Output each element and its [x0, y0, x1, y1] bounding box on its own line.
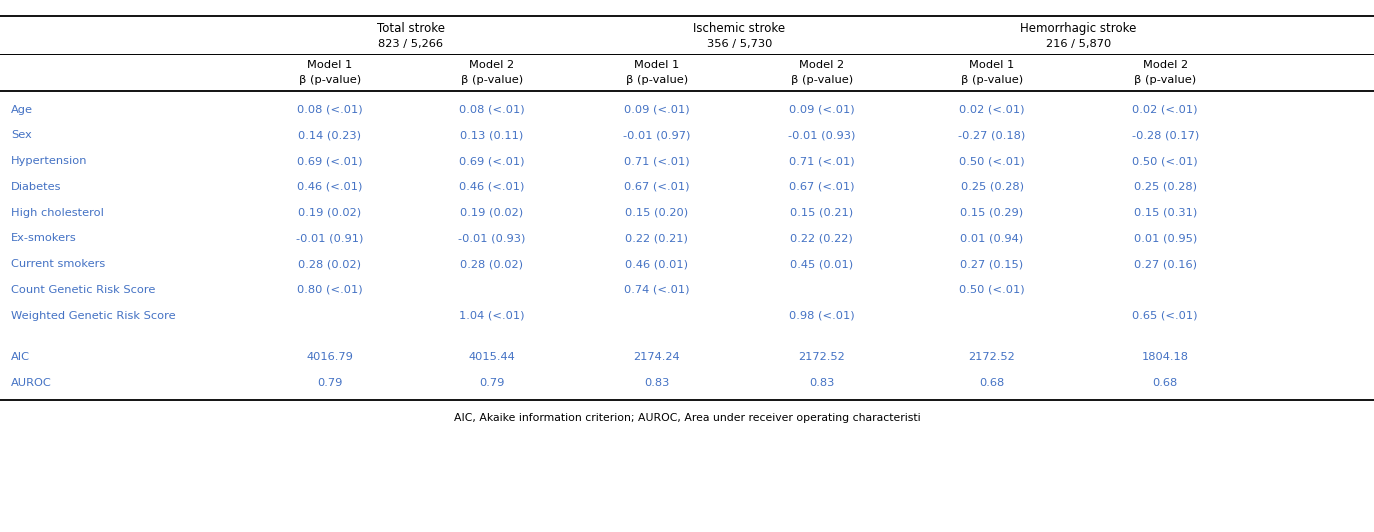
Text: 0.27 (0.15): 0.27 (0.15)	[960, 259, 1024, 269]
Text: 0.79: 0.79	[317, 378, 342, 388]
Text: 0.19 (0.02): 0.19 (0.02)	[298, 207, 361, 218]
Text: 216 / 5,870: 216 / 5,870	[1046, 39, 1112, 49]
Text: Hypertension: Hypertension	[11, 156, 88, 166]
Text: Model 1: Model 1	[635, 60, 679, 70]
Text: 1.04 (<.01): 1.04 (<.01)	[459, 311, 525, 321]
Text: -0.01 (0.91): -0.01 (0.91)	[295, 234, 364, 243]
Text: 0.65 (<.01): 0.65 (<.01)	[1132, 311, 1198, 321]
Text: Ischemic stroke: Ischemic stroke	[692, 22, 786, 35]
Text: 0.80 (<.01): 0.80 (<.01)	[297, 285, 363, 295]
Text: 0.14 (0.23): 0.14 (0.23)	[298, 130, 361, 140]
Text: Hemorrhagic stroke: Hemorrhagic stroke	[1021, 22, 1136, 35]
Text: 0.50 (<.01): 0.50 (<.01)	[1132, 156, 1198, 166]
Text: 0.98 (<.01): 0.98 (<.01)	[789, 311, 855, 321]
Text: 0.69 (<.01): 0.69 (<.01)	[459, 156, 525, 166]
Text: 0.68: 0.68	[1153, 378, 1178, 388]
Text: 0.09 (<.01): 0.09 (<.01)	[789, 105, 855, 114]
Text: Diabetes: Diabetes	[11, 182, 62, 192]
Text: 0.19 (0.02): 0.19 (0.02)	[460, 207, 523, 218]
Text: 0.67 (<.01): 0.67 (<.01)	[624, 182, 690, 192]
Text: 356 / 5,730: 356 / 5,730	[706, 39, 772, 49]
Text: 0.50 (<.01): 0.50 (<.01)	[959, 285, 1025, 295]
Text: Model 2: Model 2	[470, 60, 514, 70]
Text: 0.15 (0.29): 0.15 (0.29)	[960, 207, 1024, 218]
Text: AIC: AIC	[11, 352, 30, 362]
Text: Model 1: Model 1	[970, 60, 1014, 70]
Text: Total stroke: Total stroke	[376, 22, 445, 35]
Text: 0.08 (<.01): 0.08 (<.01)	[297, 105, 363, 114]
Text: 0.71 (<.01): 0.71 (<.01)	[624, 156, 690, 166]
Text: 2174.24: 2174.24	[633, 352, 680, 362]
Text: 4016.79: 4016.79	[306, 352, 353, 362]
Text: AIC, Akaike information criterion; AUROC, Area under receiver operating characte: AIC, Akaike information criterion; AUROC…	[453, 413, 921, 423]
Text: -0.01 (0.97): -0.01 (0.97)	[622, 130, 691, 140]
Text: 0.02 (<.01): 0.02 (<.01)	[1132, 105, 1198, 114]
Text: 1804.18: 1804.18	[1142, 352, 1189, 362]
Text: 0.13 (0.11): 0.13 (0.11)	[460, 130, 523, 140]
Text: 4015.44: 4015.44	[469, 352, 515, 362]
Text: -0.27 (0.18): -0.27 (0.18)	[959, 130, 1025, 140]
Text: 0.27 (0.16): 0.27 (0.16)	[1134, 259, 1197, 269]
Text: Model 1: Model 1	[308, 60, 352, 70]
Text: 0.79: 0.79	[480, 378, 504, 388]
Text: β (p-value): β (p-value)	[790, 76, 853, 85]
Text: 823 / 5,266: 823 / 5,266	[378, 39, 444, 49]
Text: 0.01 (0.95): 0.01 (0.95)	[1134, 234, 1197, 243]
Text: 0.46 (0.01): 0.46 (0.01)	[625, 259, 688, 269]
Text: 0.01 (0.94): 0.01 (0.94)	[960, 234, 1024, 243]
Text: 0.46 (<.01): 0.46 (<.01)	[297, 182, 363, 192]
Text: 0.28 (0.02): 0.28 (0.02)	[298, 259, 361, 269]
Text: Model 2: Model 2	[1143, 60, 1187, 70]
Text: High cholesterol: High cholesterol	[11, 207, 104, 218]
Text: 0.22 (0.22): 0.22 (0.22)	[790, 234, 853, 243]
Text: 0.71 (<.01): 0.71 (<.01)	[789, 156, 855, 166]
Text: β (p-value): β (p-value)	[298, 76, 361, 85]
Text: Ex-smokers: Ex-smokers	[11, 234, 77, 243]
Text: 0.09 (<.01): 0.09 (<.01)	[624, 105, 690, 114]
Text: 0.15 (0.20): 0.15 (0.20)	[625, 207, 688, 218]
Text: 0.22 (0.21): 0.22 (0.21)	[625, 234, 688, 243]
Text: 0.74 (<.01): 0.74 (<.01)	[624, 285, 690, 295]
Text: -0.01 (0.93): -0.01 (0.93)	[787, 130, 856, 140]
Text: β (p-value): β (p-value)	[460, 76, 523, 85]
Text: 0.15 (0.31): 0.15 (0.31)	[1134, 207, 1197, 218]
Text: 0.83: 0.83	[644, 378, 669, 388]
Text: 0.50 (<.01): 0.50 (<.01)	[959, 156, 1025, 166]
Text: -0.28 (0.17): -0.28 (0.17)	[1132, 130, 1198, 140]
Text: 0.83: 0.83	[809, 378, 834, 388]
Text: 0.25 (0.28): 0.25 (0.28)	[960, 182, 1024, 192]
Text: β (p-value): β (p-value)	[1134, 76, 1197, 85]
Text: 0.15 (0.21): 0.15 (0.21)	[790, 207, 853, 218]
Text: 0.08 (<.01): 0.08 (<.01)	[459, 105, 525, 114]
Text: 0.46 (<.01): 0.46 (<.01)	[459, 182, 525, 192]
Text: Age: Age	[11, 105, 33, 114]
Text: 2172.52: 2172.52	[798, 352, 845, 362]
Text: 0.69 (<.01): 0.69 (<.01)	[297, 156, 363, 166]
Text: Count Genetic Risk Score: Count Genetic Risk Score	[11, 285, 155, 295]
Text: 0.28 (0.02): 0.28 (0.02)	[460, 259, 523, 269]
Text: -0.01 (0.93): -0.01 (0.93)	[458, 234, 526, 243]
Text: 0.68: 0.68	[980, 378, 1004, 388]
Text: Current smokers: Current smokers	[11, 259, 106, 269]
Text: 0.67 (<.01): 0.67 (<.01)	[789, 182, 855, 192]
Text: 0.02 (<.01): 0.02 (<.01)	[959, 105, 1025, 114]
Text: Weighted Genetic Risk Score: Weighted Genetic Risk Score	[11, 311, 176, 321]
Text: Sex: Sex	[11, 130, 32, 140]
Text: 0.25 (0.28): 0.25 (0.28)	[1134, 182, 1197, 192]
Text: β (p-value): β (p-value)	[625, 76, 688, 85]
Text: Model 2: Model 2	[800, 60, 844, 70]
Text: β (p-value): β (p-value)	[960, 76, 1024, 85]
Text: 0.45 (0.01): 0.45 (0.01)	[790, 259, 853, 269]
Text: 2172.52: 2172.52	[969, 352, 1015, 362]
Text: AUROC: AUROC	[11, 378, 52, 388]
